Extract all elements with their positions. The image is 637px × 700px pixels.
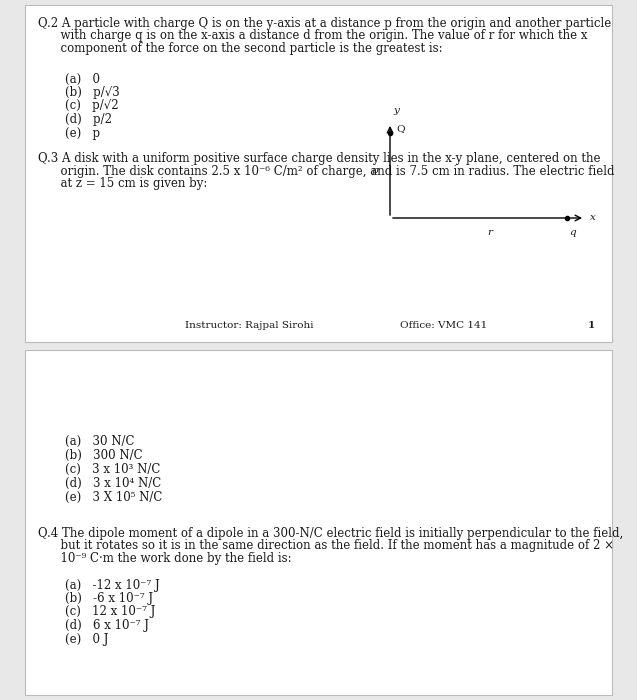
Text: Q.4 The dipole moment of a dipole in a 300-N/C electric field is initially perpe: Q.4 The dipole moment of a dipole in a 3… <box>38 527 623 540</box>
Text: (e)   0 J: (e) 0 J <box>65 633 108 645</box>
Text: 10⁻⁹ C·m the work done by the field is:: 10⁻⁹ C·m the work done by the field is: <box>38 552 292 565</box>
Text: (e)   p: (e) p <box>65 127 100 139</box>
Text: (d)   3 x 10⁴ N/C: (d) 3 x 10⁴ N/C <box>65 477 161 490</box>
Text: x: x <box>590 214 596 223</box>
Text: (b)   300 N/C: (b) 300 N/C <box>65 449 143 462</box>
Text: (a)   -12 x 10⁻⁷ J: (a) -12 x 10⁻⁷ J <box>65 578 160 592</box>
Text: component of the force on the second particle is the greatest is:: component of the force on the second par… <box>38 42 443 55</box>
Text: (a)   30 N/C: (a) 30 N/C <box>65 435 134 448</box>
Text: with charge q is on the x-axis a distance d from the origin. The value of r for : with charge q is on the x-axis a distanc… <box>38 29 587 43</box>
Text: 1: 1 <box>588 321 595 330</box>
Text: (c)   12 x 10⁻⁷ J: (c) 12 x 10⁻⁷ J <box>65 606 155 619</box>
Text: (c)   3 x 10³ N/C: (c) 3 x 10³ N/C <box>65 463 161 476</box>
Text: (b)   -6 x 10⁻⁷ J: (b) -6 x 10⁻⁷ J <box>65 592 153 605</box>
Text: (a)   0: (a) 0 <box>65 73 100 85</box>
Text: origin. The disk contains 2.5 x 10⁻⁶ C/m² of charge, and is 7.5 cm in radius. Th: origin. The disk contains 2.5 x 10⁻⁶ C/m… <box>38 164 615 178</box>
Text: (d)   6 x 10⁻⁷ J: (d) 6 x 10⁻⁷ J <box>65 619 149 632</box>
Text: Instructor: Rajpal Sirohi: Instructor: Rajpal Sirohi <box>185 321 313 330</box>
Text: (b)   p/√3: (b) p/√3 <box>65 86 120 99</box>
Text: Q: Q <box>396 125 404 134</box>
Text: (d)   p/2: (d) p/2 <box>65 113 112 126</box>
Text: Q.3 A disk with a uniform positive surface charge density lies in the x-y plane,: Q.3 A disk with a uniform positive surfa… <box>38 152 601 165</box>
Text: Q.2 A particle with charge Q is on the y-axis at a distance p from the origin an: Q.2 A particle with charge Q is on the y… <box>38 17 612 30</box>
Text: r: r <box>487 228 492 237</box>
Text: at z = 15 cm is given by:: at z = 15 cm is given by: <box>38 177 208 190</box>
Text: y: y <box>393 106 399 115</box>
Text: (c)   p/√2: (c) p/√2 <box>65 99 118 113</box>
FancyBboxPatch shape <box>25 350 612 695</box>
Text: q: q <box>569 228 576 237</box>
Text: but it rotates so it is in the same direction as the field. If the moment has a : but it rotates so it is in the same dire… <box>38 540 614 552</box>
Text: p: p <box>371 166 378 175</box>
FancyBboxPatch shape <box>25 5 612 342</box>
Text: Office: VMC 141: Office: VMC 141 <box>400 321 487 330</box>
Text: (e)   3 X 10⁵ N/C: (e) 3 X 10⁵ N/C <box>65 491 162 504</box>
